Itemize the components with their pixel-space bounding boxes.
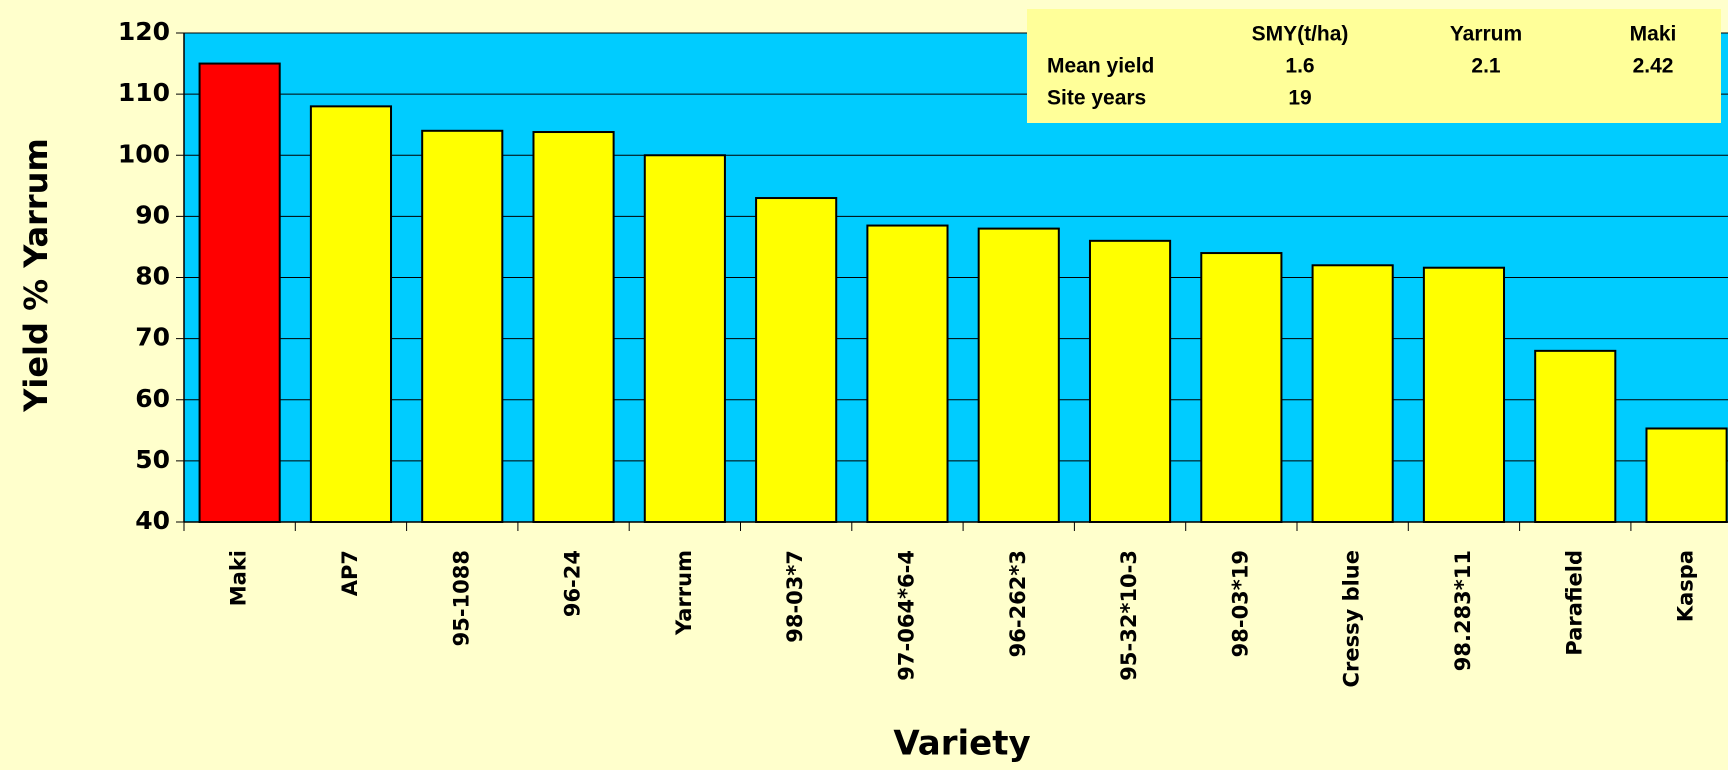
y-tick-label: 60: [135, 384, 170, 413]
x-tick-label: 96-262*3: [1006, 550, 1030, 657]
y-tick-label: 70: [135, 323, 170, 352]
y-tick-label: 40: [135, 506, 170, 535]
table-row-label: Mean yield: [1047, 55, 1154, 78]
table-cell: 1.6: [1285, 55, 1314, 78]
bar: [1311, 264, 1394, 523]
x-tick-label: Kaspa: [1674, 550, 1698, 622]
y-tick-label: 80: [135, 262, 170, 291]
bar: [1088, 239, 1172, 523]
bar: [532, 131, 615, 524]
table-header: Maki: [1630, 23, 1677, 46]
y-axis-title: Yield % Yarrum: [17, 138, 55, 413]
bar: [643, 154, 726, 523]
bar: [866, 224, 949, 523]
x-tick-label: AP7: [338, 550, 362, 596]
bar: [198, 62, 281, 523]
x-tick-label: 95-32*10-3: [1117, 550, 1141, 681]
y-tick-label: 100: [118, 139, 170, 168]
table-header: Yarrum: [1450, 23, 1522, 46]
bar: [1200, 252, 1283, 524]
y-tick-label: 90: [135, 200, 170, 229]
y-tick-label: 110: [118, 78, 170, 107]
bar: [1422, 266, 1506, 523]
x-tick-label: 95-1088: [449, 550, 473, 646]
table-header: SMY(t/ha): [1252, 23, 1349, 46]
x-tick-label: Parafield: [1562, 550, 1586, 656]
table-box: [1027, 9, 1721, 123]
x-axis-title: Variety: [893, 724, 1030, 764]
bar: [309, 105, 393, 523]
table-cell: 2.1: [1471, 55, 1501, 78]
bar: [1534, 349, 1617, 523]
table-cell: 19: [1288, 87, 1311, 110]
table-row-label: Site years: [1047, 87, 1146, 110]
bar: [421, 129, 504, 524]
bar: [755, 197, 838, 523]
x-tick-label: 97-064*6-4: [894, 550, 918, 681]
y-tick-label: 120: [118, 17, 170, 46]
x-tick-label: 98-03*19: [1228, 550, 1252, 657]
x-tick-label: Maki: [227, 550, 251, 606]
table-cell: 2.42: [1633, 55, 1674, 78]
x-tick-label: 96-24: [561, 550, 585, 617]
bar: [1645, 427, 1728, 524]
y-tick-label: 50: [135, 445, 170, 474]
bar: [977, 227, 1060, 523]
x-tick-label: 98.283*11: [1451, 550, 1475, 671]
x-tick-label: 98-03*7: [783, 550, 807, 643]
x-tick-label: Yarrum: [672, 550, 696, 636]
x-tick-label: Cressy blue: [1340, 550, 1364, 687]
